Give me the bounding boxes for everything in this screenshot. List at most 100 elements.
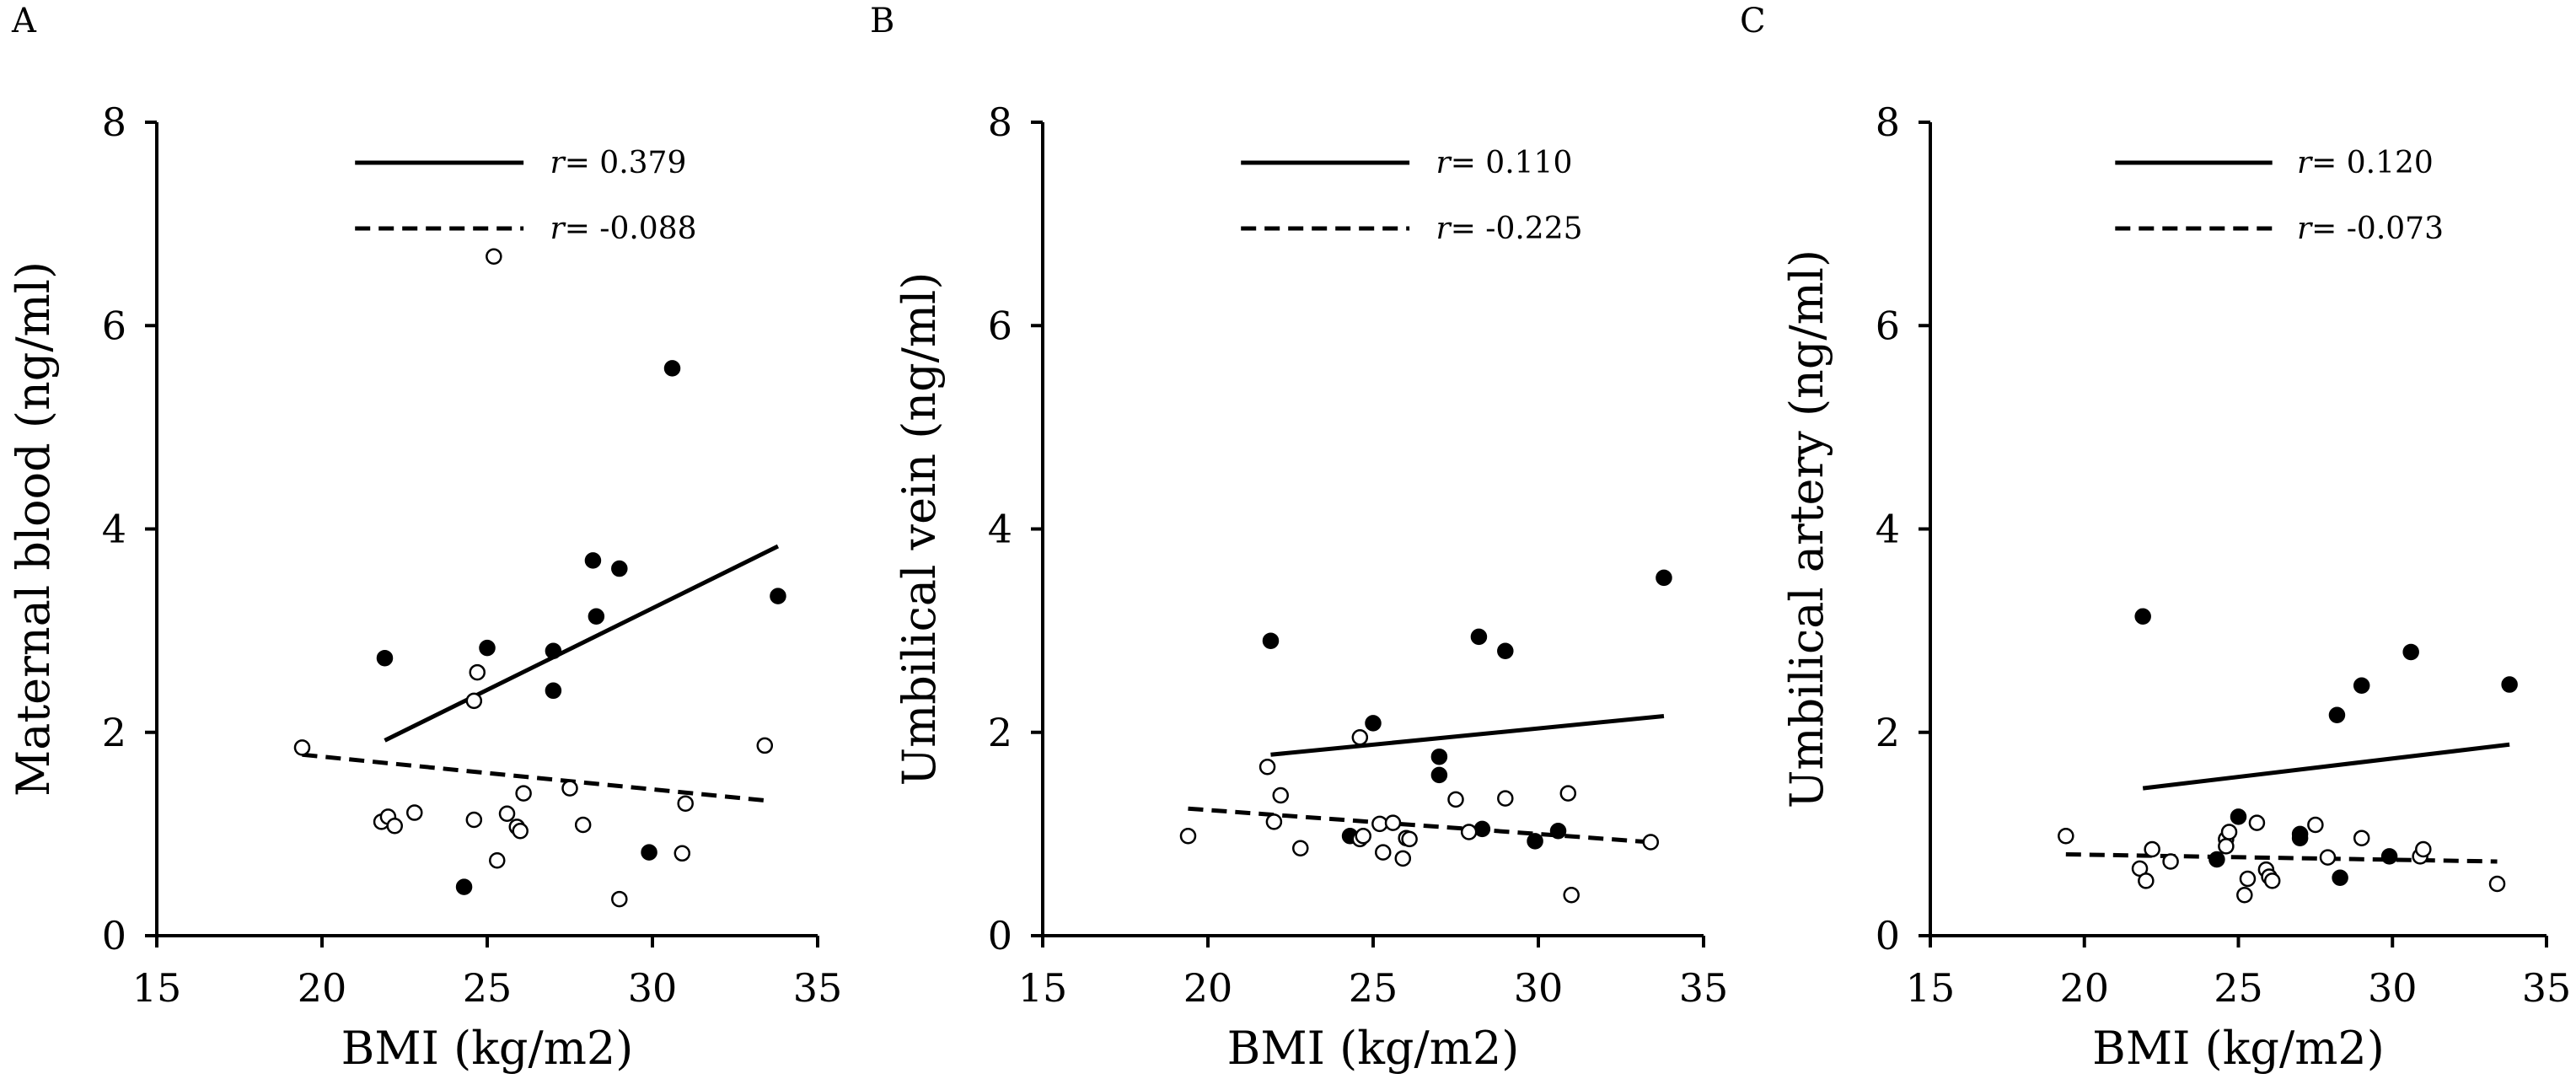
panel-letter: B: [870, 2, 894, 40]
data-point-open: [677, 795, 694, 812]
data-point-open: [406, 804, 423, 821]
data-point-open: [2353, 829, 2370, 846]
data-point-open: [486, 248, 502, 265]
data-point-open: [2248, 814, 2266, 831]
x-tick-label: 25: [1349, 965, 1398, 1011]
data-point-filled: [1430, 766, 1448, 784]
data-point-open: [674, 845, 691, 862]
data-point-open: [386, 817, 403, 835]
data-point-filled: [2402, 643, 2419, 661]
data-point-filled: [611, 560, 628, 577]
data-point-open: [2236, 887, 2253, 904]
data-point-open: [1351, 729, 1369, 746]
data-point-filled: [2332, 869, 2348, 886]
legend-r-value: = -0.225: [1451, 212, 1583, 246]
data-point-filled: [1473, 820, 1491, 838]
data-point-filled: [641, 844, 657, 861]
data-point-filled: [2291, 825, 2309, 843]
data-point-open: [1375, 844, 1392, 861]
data-point-open: [2415, 840, 2432, 858]
legend-r-symbol: r: [1436, 146, 1452, 180]
data-point-open: [2263, 872, 2281, 889]
data-point-open: [498, 805, 516, 822]
data-point-open: [2218, 838, 2235, 855]
data-point-open: [465, 811, 483, 829]
data-point-open: [756, 737, 774, 754]
data-point-open: [469, 663, 486, 681]
x-tick-label: 35: [2522, 965, 2572, 1011]
data-point-open: [2307, 816, 2324, 834]
data-point-open: [2144, 840, 2160, 858]
data-point-open: [465, 692, 483, 710]
data-point-open: [2488, 875, 2506, 893]
data-point-open: [2138, 872, 2155, 889]
data-point-open: [1447, 791, 1464, 808]
data-point-open: [2220, 824, 2238, 840]
y-tick-label: 6: [1876, 303, 1900, 348]
data-point-open: [1355, 828, 1371, 845]
data-point-open: [1292, 840, 1309, 857]
legend-r-value: = -0.073: [2311, 212, 2444, 246]
data-point-open: [574, 816, 592, 834]
y-tick-label: 2: [988, 710, 1012, 755]
data-point-filled: [1365, 715, 1382, 732]
panel-letter: A: [11, 2, 37, 40]
legend-r-symbol: r: [550, 146, 566, 180]
data-point-open: [1460, 824, 1478, 840]
panel-c: C 0 2 4 6 8 15 20 25 30 35 BMI (kg/m2) Umbilical art…: [1740, 2, 2571, 1075]
data-point-open: [512, 823, 529, 840]
legend-label: r= 0.120: [2297, 146, 2434, 180]
legend-r-value: = -0.088: [565, 212, 697, 246]
data-point-open: [1559, 785, 1577, 802]
y-tick-label: 4: [988, 507, 1012, 552]
data-point-open: [1497, 790, 1514, 807]
y-tick-label: 2: [1876, 710, 1900, 755]
data-point-filled: [663, 360, 681, 377]
data-point-filled: [2353, 677, 2370, 695]
legend-r-symbol: r: [550, 212, 566, 246]
legend-r-symbol: r: [2297, 212, 2313, 246]
data-point-filled: [2380, 848, 2398, 865]
x-tick-label: 35: [793, 965, 843, 1011]
y-tick-label: 6: [988, 303, 1012, 348]
legend-label: r= 0.379: [550, 146, 686, 180]
trendline-solid: [2142, 742, 2510, 791]
y-tick-label: 0: [1876, 913, 1900, 958]
data-point-filled: [2328, 706, 2346, 723]
data-point-filled: [455, 878, 473, 895]
legend-r-value: = 0.120: [2311, 146, 2434, 180]
y-tick-label: 8: [1876, 99, 1900, 145]
data-point-filled: [588, 608, 605, 625]
data-point-open: [2319, 849, 2337, 866]
data-point-filled: [584, 552, 602, 569]
data-point-open: [2239, 870, 2257, 888]
y-tick-label: 8: [102, 99, 126, 145]
legend-r-value: = 0.379: [565, 146, 687, 180]
legend-r-value: = 0.110: [1451, 146, 1573, 180]
x-tick-label: 15: [1018, 965, 1068, 1011]
data-point-open: [1384, 814, 1402, 831]
trendline-dashed: [1188, 806, 1651, 845]
data-point-filled: [376, 649, 394, 667]
data-point-filled: [479, 639, 496, 657]
data-point-open: [561, 780, 578, 797]
data-point-open: [611, 890, 628, 908]
x-tick-label: 20: [1183, 965, 1233, 1011]
x-tick-label: 25: [463, 965, 513, 1011]
trendline-dashed: [302, 752, 765, 803]
x-tick-label: 20: [2059, 965, 2109, 1011]
data-point-open: [1401, 830, 1418, 848]
data-point-filled: [1656, 569, 1672, 587]
y-tick-label: 4: [102, 507, 126, 552]
data-point-open: [1258, 759, 1276, 776]
trendline-dashed: [2065, 852, 2498, 864]
x-tick-label: 25: [2214, 965, 2263, 1011]
data-point-open: [1642, 834, 1660, 851]
data-point-filled: [545, 682, 562, 700]
y-tick-label: 8: [988, 99, 1012, 145]
x-tick-label: 15: [1906, 965, 1956, 1011]
x-tick-label: 35: [1679, 965, 1729, 1011]
panel-letter: C: [1740, 2, 1766, 40]
x-axis-title: BMI (kg/m2): [341, 1022, 634, 1075]
